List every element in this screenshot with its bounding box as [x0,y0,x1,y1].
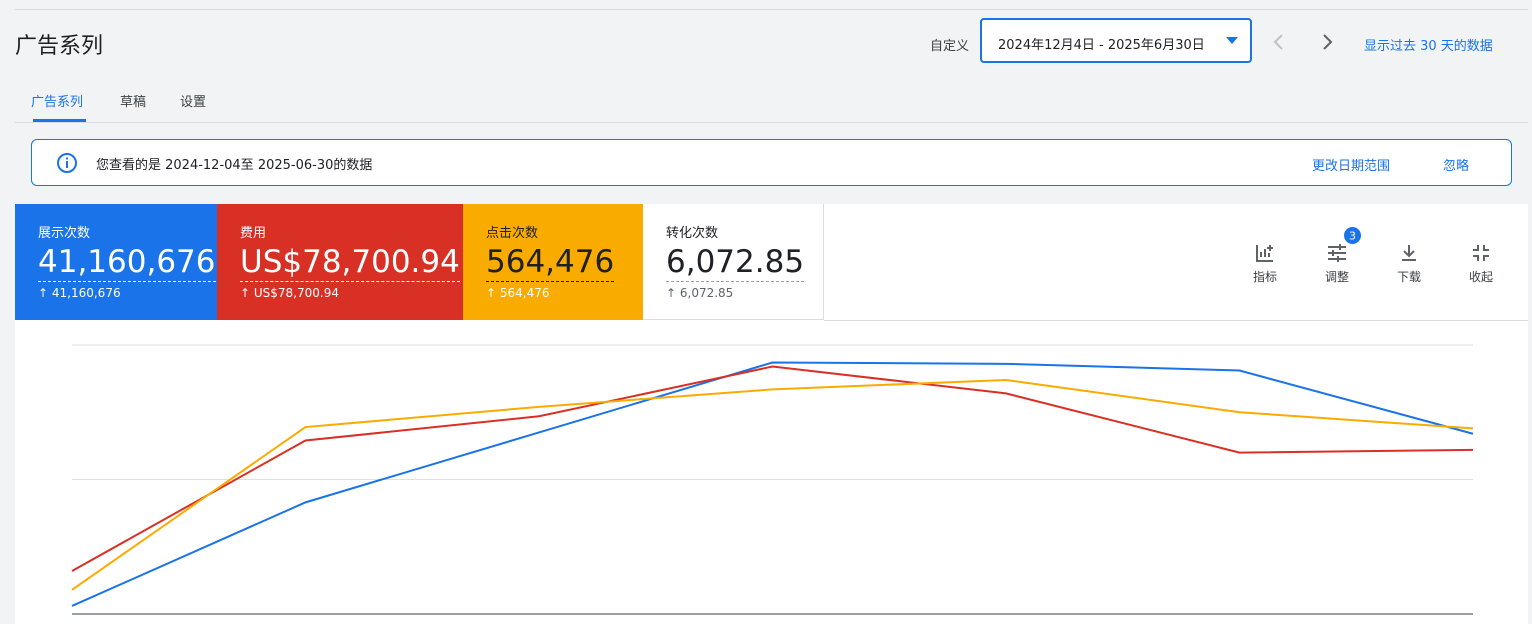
metric-card[interactable]: 展示次数 41,160,676 ↑ 41,160,676 [15,204,217,320]
metric-card[interactable]: 费用 US$78,700.94 ↑ US$78,700.94 [217,204,463,320]
metric-change-value: 6,072.85 [679,286,734,300]
metric-change-value: 564,476 [499,286,550,300]
metric-label: 点击次数 [486,226,539,241]
metric-change: ↑ 6,072.85 [666,286,734,300]
metric-change-value: US$78,700.94 [253,286,339,300]
metric-label: 展示次数 [38,226,91,241]
series-line [71,365,1474,572]
tab-indicator [33,119,86,122]
metric-value: 41,160,676 [38,244,216,282]
date-picker[interactable]: 2024年12月4日 - 2025年6月30日 [980,18,1252,63]
badge: 3 [1344,227,1361,244]
series-line [71,378,1474,591]
banner-text: 您查看的是 2024-12-04至 2025-06-30的数据 [96,158,373,173]
badge-count: 3 [1349,230,1356,243]
metric-card[interactable]: 点击次数 564,476 ↑ 564,476 [463,204,643,320]
series-line [71,361,1474,607]
date-range: 2024年12月4日 - 2025年6月30日 [998,38,1205,53]
metric-change: ↑ 41,160,676 [38,286,121,300]
info-banner: 您查看的是 2024-12-04至 2025-06-30的数据 更改日期范围 忽… [31,139,1512,186]
line-chart [71,344,1474,615]
top-divider [15,9,1528,10]
prev-button[interactable] [1272,33,1286,51]
download-icon [1402,245,1416,261]
tab[interactable]: 设置 [180,95,207,110]
metric-change: ↑ 564,476 [486,286,550,300]
tab-divider [15,122,1528,123]
metric-change: ↑ US$78,700.94 [240,286,339,300]
dropdown-icon [1226,37,1238,44]
metric-label: 费用 [240,226,267,241]
metric-label: 转化次数 [666,226,719,241]
toolbar-button[interactable]: 指标 [1252,270,1277,284]
info-icon [57,153,77,173]
toolbar-button[interactable]: 下载 [1396,270,1421,284]
collapse-icon [1473,245,1489,261]
metrics-icon [1256,245,1273,262]
card-divider [824,320,1528,321]
metric-change-value: 41,160,676 [51,286,121,300]
page-title: 广告系列 [15,34,104,59]
tab[interactable]: 广告系列 [31,95,84,110]
toolbar-button[interactable]: 调整 [1324,270,1349,284]
metric-value: US$78,700.94 [240,244,460,282]
metric-value: 6,072.85 [666,244,805,282]
toolbar-button[interactable]: 收起 [1468,270,1493,284]
adjust-icon [1328,244,1346,262]
banner-action[interactable]: 更改日期范围 [1312,159,1391,174]
next-button[interactable] [1320,33,1334,51]
tab[interactable]: 草稿 [120,95,147,110]
metric-value: 564,476 [486,244,615,282]
recent-link[interactable]: 显示过去 30 天的数据 [1364,39,1493,54]
metric-card[interactable]: 转化次数 6,072.85 ↑ 6,072.85 [643,204,824,320]
banner-action[interactable]: 忽略 [1443,159,1470,174]
date-label: 自定义 [930,39,970,54]
